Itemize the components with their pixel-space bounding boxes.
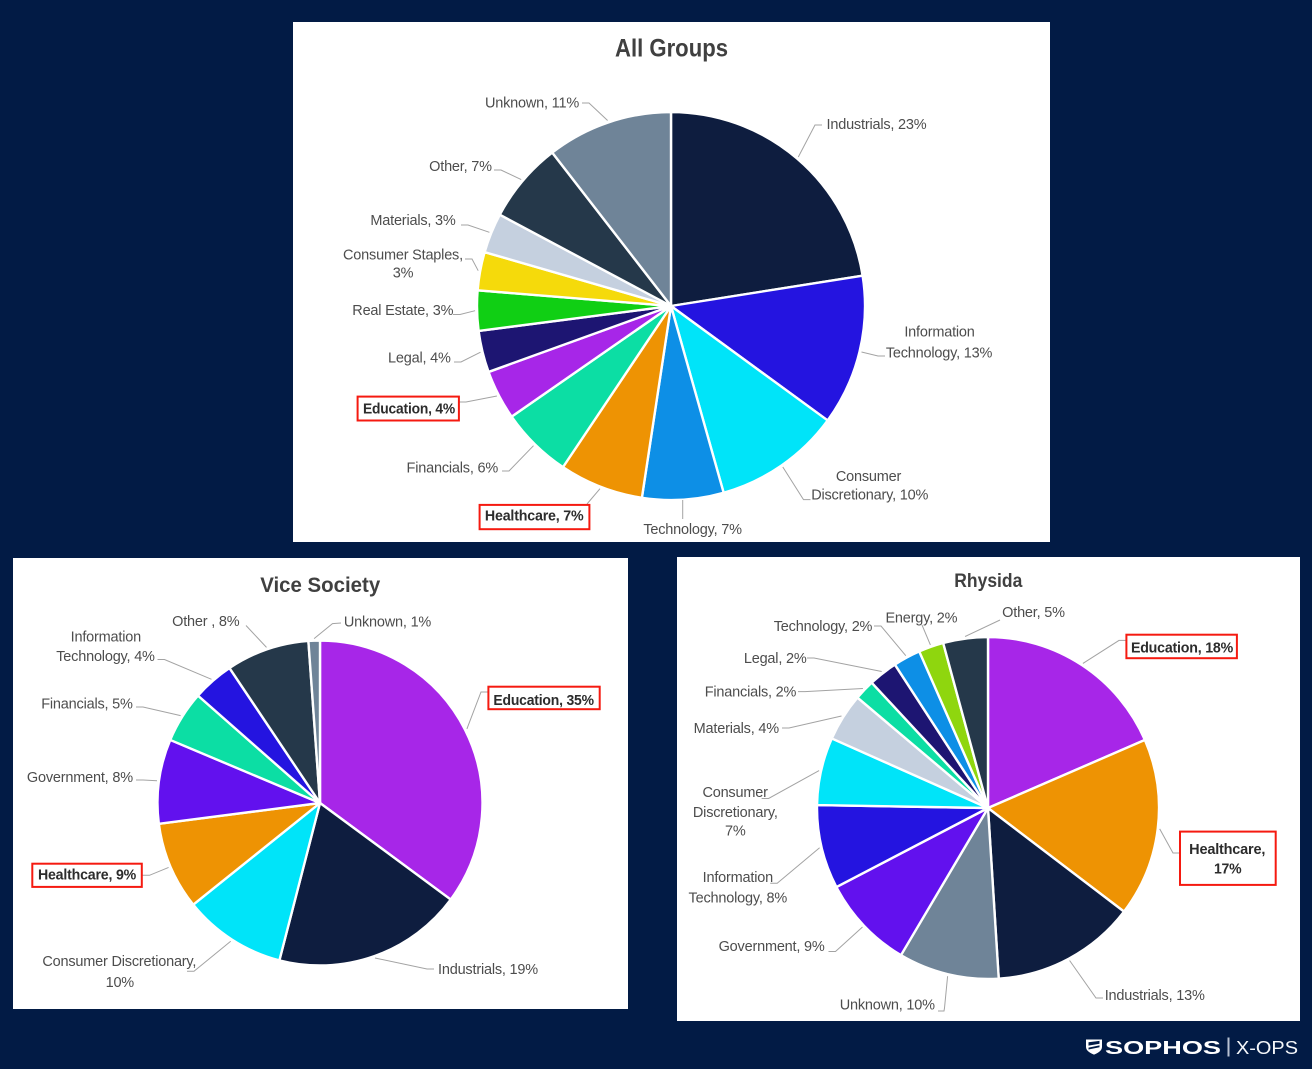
- svg-text:Other, 5%: Other, 5%: [1002, 605, 1065, 621]
- svg-text:Industrials, 23%: Industrials, 23%: [827, 117, 927, 133]
- svg-text:Unknown, 11%: Unknown, 11%: [485, 96, 579, 112]
- svg-text:Discretionary,: Discretionary,: [693, 805, 778, 821]
- svg-text:Legal, 2%: Legal, 2%: [744, 651, 807, 667]
- svg-text:Other, 7%: Other, 7%: [429, 159, 492, 175]
- svg-text:7%: 7%: [725, 823, 746, 839]
- svg-text:Healthcare,: Healthcare,: [1189, 842, 1265, 858]
- svg-text:Financials, 2%: Financials, 2%: [705, 685, 797, 701]
- svg-text:Materials, 3%: Materials, 3%: [370, 213, 456, 229]
- svg-text:Technology, 8%: Technology, 8%: [689, 891, 788, 907]
- svg-text:Industrials, 19%: Industrials, 19%: [438, 962, 538, 978]
- svg-text:Financials, 5%: Financials, 5%: [41, 697, 133, 713]
- svg-text:10%: 10%: [106, 975, 135, 991]
- svg-text:Technology, 13%: Technology, 13%: [886, 346, 993, 362]
- svg-text:Technology, 7%: Technology, 7%: [643, 522, 742, 538]
- svg-text:Industrials, 13%: Industrials, 13%: [1105, 988, 1205, 1004]
- svg-text:Healthcare, 9%: Healthcare, 9%: [38, 867, 137, 883]
- svg-text:Materials, 4%: Materials, 4%: [694, 721, 780, 737]
- svg-text:All Groups: All Groups: [615, 34, 728, 62]
- svg-text:Legal, 4%: Legal, 4%: [388, 351, 451, 367]
- svg-text:17%: 17%: [1214, 862, 1242, 878]
- svg-text:X-OPS: X-OPS: [1236, 1037, 1298, 1058]
- svg-text:Unknown, 1%: Unknown, 1%: [344, 615, 432, 631]
- svg-text:Rhysida: Rhysida: [954, 570, 1022, 592]
- svg-text:SOPHOS: SOPHOS: [1105, 1038, 1221, 1058]
- svg-text:Vice Society: Vice Society: [260, 574, 380, 597]
- svg-text:Real Estate, 3%: Real Estate, 3%: [352, 303, 453, 319]
- svg-text:Education, 35%: Education, 35%: [493, 693, 594, 709]
- svg-text:3%: 3%: [393, 265, 414, 281]
- svg-text:Energy, 2%: Energy, 2%: [885, 610, 957, 626]
- svg-text:Information: Information: [71, 630, 141, 646]
- svg-text:Information: Information: [904, 325, 974, 341]
- svg-text:Financials, 6%: Financials, 6%: [407, 460, 499, 476]
- svg-text:Healthcare, 7%: Healthcare, 7%: [485, 509, 584, 525]
- svg-text:Consumer: Consumer: [702, 785, 768, 801]
- svg-text:Education, 18%: Education, 18%: [1131, 641, 1234, 657]
- svg-text:Government, 8%: Government, 8%: [27, 770, 133, 786]
- svg-text:Other , 8%: Other , 8%: [172, 614, 240, 630]
- svg-text:Technology, 4%: Technology, 4%: [56, 649, 155, 665]
- svg-text:Consumer: Consumer: [836, 469, 902, 485]
- svg-text:Technology, 2%: Technology, 2%: [774, 619, 873, 635]
- svg-text:Consumer Staples,: Consumer Staples,: [343, 247, 463, 263]
- svg-text:Information: Information: [703, 870, 773, 886]
- svg-text:Discretionary, 10%: Discretionary, 10%: [811, 488, 928, 504]
- svg-text:Education, 4%: Education, 4%: [363, 401, 455, 417]
- svg-text:Government, 9%: Government, 9%: [719, 939, 825, 955]
- svg-text:Unknown, 10%: Unknown, 10%: [840, 998, 935, 1014]
- svg-text:Consumer Discretionary,: Consumer Discretionary,: [42, 954, 196, 970]
